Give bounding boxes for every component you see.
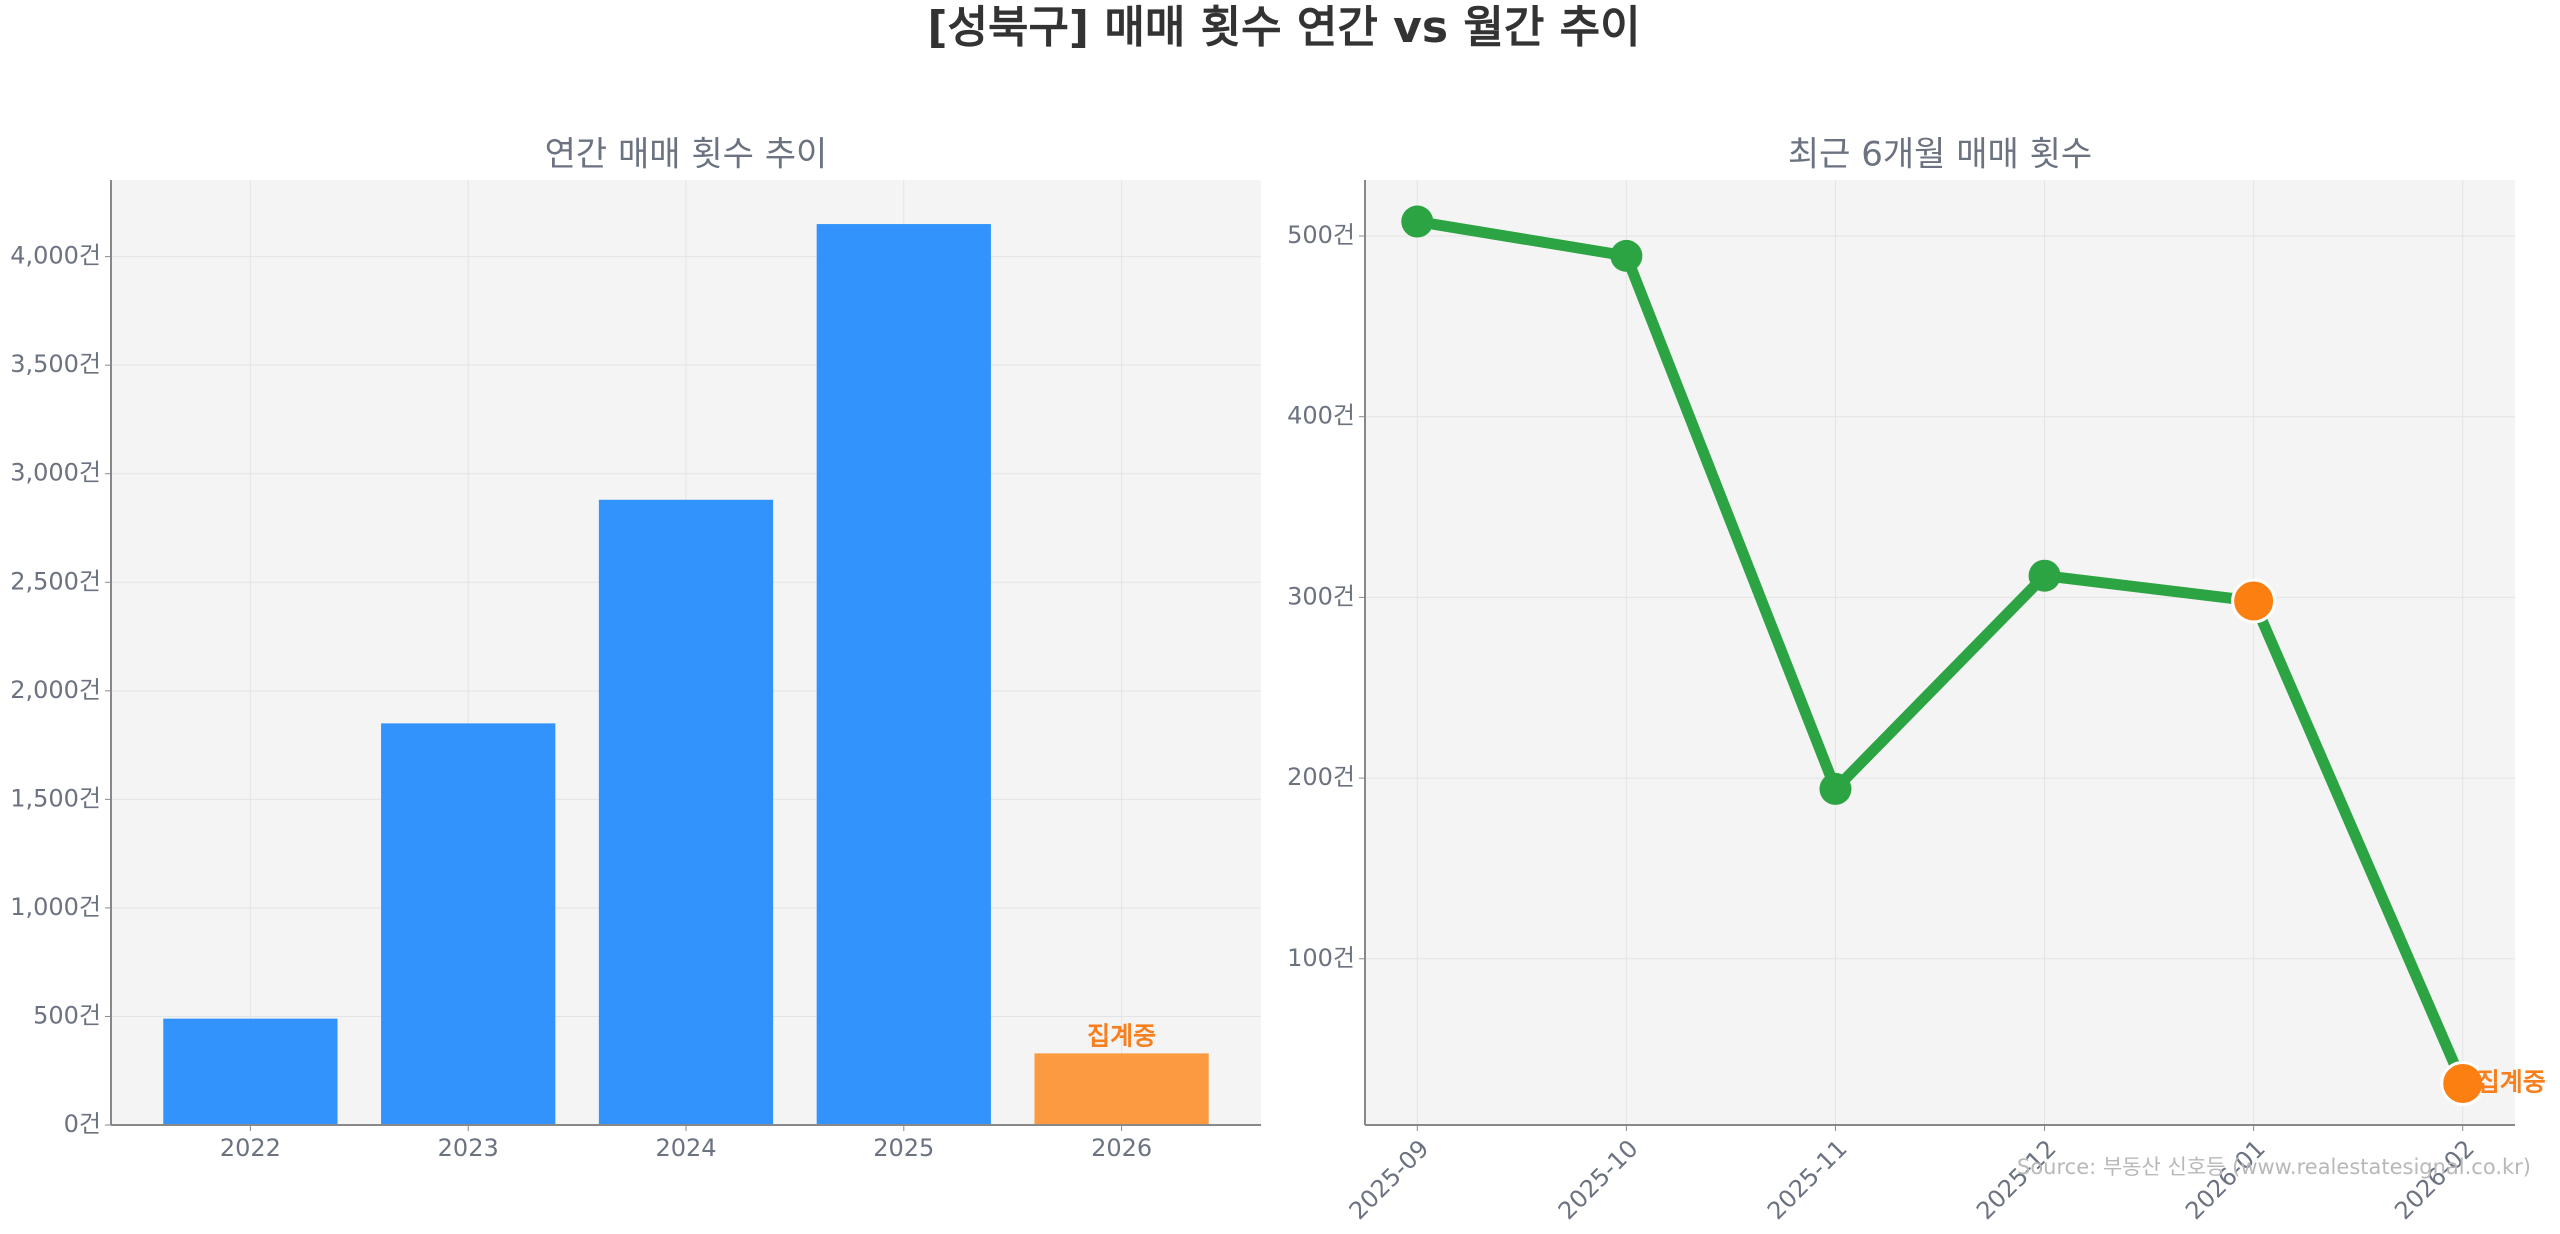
annotation: 집계중 — [2477, 1067, 2546, 1096]
point — [1610, 239, 1643, 272]
x-tick-label: 2026-02 — [2389, 1134, 2480, 1225]
x-tick-label: 2025 — [873, 1134, 934, 1162]
y-tick-label: 0건 — [64, 1110, 101, 1138]
point — [1819, 772, 1852, 805]
bar — [163, 1018, 338, 1125]
x-tick-label: 2025-09 — [1344, 1134, 1435, 1225]
bar — [381, 723, 556, 1125]
x-tick-label: 2026-01 — [2180, 1134, 2271, 1225]
point — [2440, 1060, 2486, 1106]
y-tick-label: 1,500건 — [10, 784, 101, 812]
x-tick-label: 2022 — [220, 1134, 281, 1162]
source-note: Source: 부동산 신호등 (www.realestatesignal.co… — [2017, 1155, 2531, 1179]
bar — [816, 224, 991, 1126]
x-tick-label: 2025-12 — [1971, 1134, 2062, 1225]
y-tick-label: 1,000건 — [10, 893, 101, 921]
y-tick-label: 100건 — [1287, 944, 1355, 972]
y-tick-label: 2,500건 — [10, 567, 101, 595]
y-tick-label: 3,500건 — [10, 350, 101, 378]
x-tick-label: 2025-11 — [1762, 1134, 1853, 1225]
y-tick-label: 300건 — [1287, 582, 1355, 610]
point — [2231, 578, 2277, 624]
bar — [598, 499, 774, 1126]
chart-title: 연간 매매 횟수 추이 — [545, 135, 828, 175]
y-tick-label: 400건 — [1287, 402, 1355, 430]
x-tick-label: 2024 — [655, 1134, 716, 1162]
x-tick-label: 2026 — [1091, 1134, 1152, 1162]
figure-title: [성북구] 매매 횟수 연간 vs 월간 추이 — [927, 2, 1640, 53]
y-tick-label: 3,000건 — [10, 459, 101, 487]
bar — [1034, 1053, 1209, 1125]
y-tick-label: 2,000건 — [10, 676, 101, 704]
y-tick-label: 4,000건 — [10, 242, 101, 270]
line — [1416, 216, 2468, 1086]
point — [1401, 205, 1434, 238]
y-tick-label: 500건 — [1287, 221, 1355, 249]
y-tick-label: 200건 — [1287, 763, 1355, 791]
chart-title: 최근 6개월 매매 횟수 — [1788, 135, 2092, 175]
point — [2028, 559, 2061, 592]
annotation: 집계중 — [1087, 1021, 1156, 1050]
x-tick-label: 2025-10 — [1553, 1134, 1644, 1225]
plot-area — [1365, 180, 2515, 1125]
y-tick-label: 500건 — [33, 1001, 101, 1029]
x-tick-label: 2023 — [438, 1134, 499, 1162]
